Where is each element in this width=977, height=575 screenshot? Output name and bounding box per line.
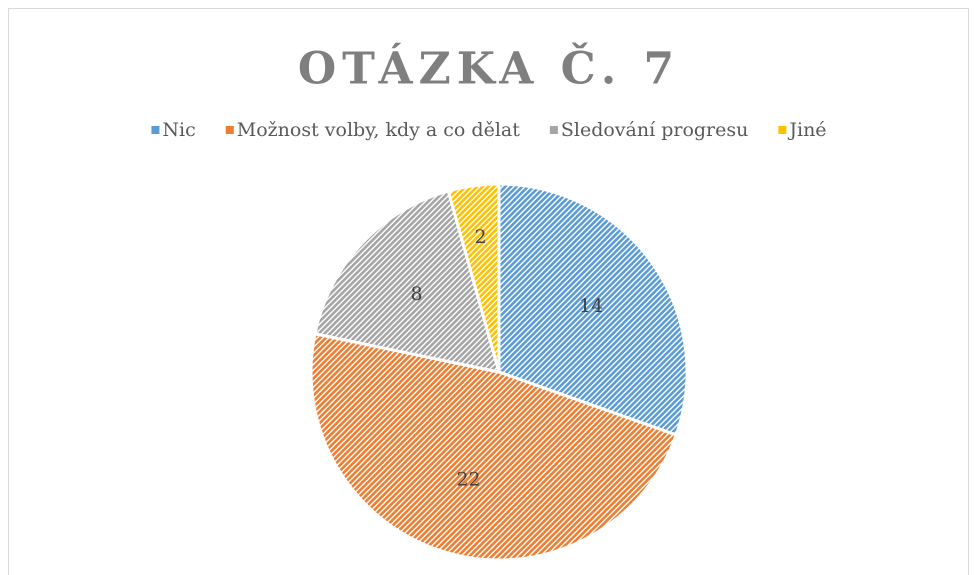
- pie-slice: [497, 182, 689, 437]
- legend-label: Sledování progresu: [561, 119, 749, 141]
- data-label: 22: [456, 469, 480, 491]
- pie-slice: [313, 189, 502, 374]
- data-label: 2: [475, 226, 487, 248]
- chart-title: OTÁZKA Č. 7: [298, 42, 680, 95]
- legend-marker: [151, 126, 160, 134]
- pie-slice: [309, 331, 679, 562]
- legend-label: Jiné: [787, 119, 826, 141]
- pie-slice: [446, 182, 501, 373]
- data-label: 8: [411, 283, 423, 305]
- legend-marker: [225, 126, 234, 134]
- legend-label: Nic: [162, 119, 195, 141]
- legend-marker: [778, 126, 787, 134]
- legend-marker: [549, 126, 558, 134]
- legend: Nic Možnost volby, kdy a co dělat Sledován…: [151, 119, 827, 141]
- legend-label: Možnost volby, kdy a co dělat: [237, 119, 520, 141]
- pie: 14 22 8 2: [309, 182, 689, 562]
- data-label: 14: [579, 295, 603, 317]
